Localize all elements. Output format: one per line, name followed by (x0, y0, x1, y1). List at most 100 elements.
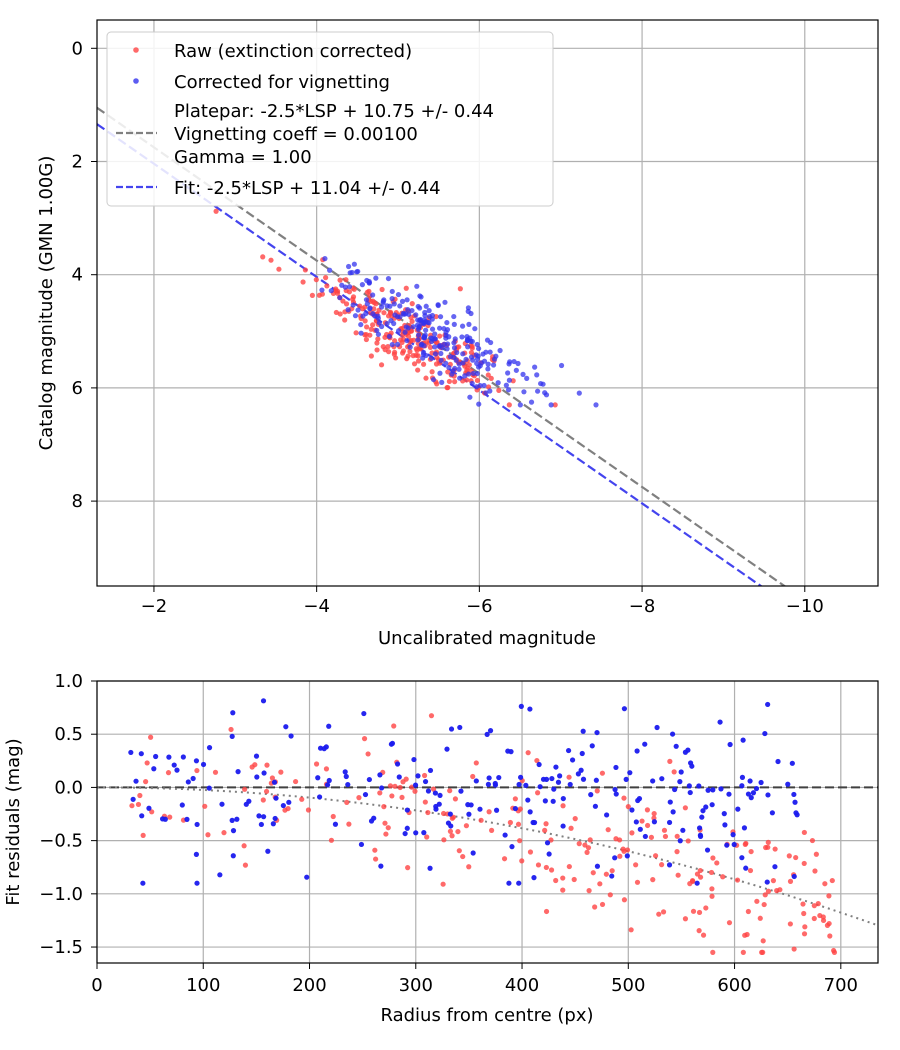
residual-corrected-point (765, 792, 771, 798)
residual-corrected-point (594, 729, 600, 736)
residual-corrected-point (379, 785, 385, 791)
residual-raw-point (512, 796, 518, 802)
residual-corrected-point (536, 761, 542, 768)
legend-corrected-label: Corrected for vignetting (174, 72, 390, 93)
raw-point (343, 277, 349, 283)
legend-platepar-line-3: Gamma = 1.00 (174, 147, 312, 168)
residual-corrected-point (230, 828, 237, 834)
bottom-y-tick-label: −0.5 (39, 831, 83, 852)
top-x-tick-label: −2 (141, 596, 168, 617)
residual-raw-point (815, 901, 821, 907)
residual-corrected-point (550, 798, 556, 804)
raw-point (427, 344, 434, 351)
bottom-y-tick-label: 0.5 (54, 724, 83, 745)
residual-raw-point (811, 903, 817, 909)
residual-raw-point (609, 868, 615, 874)
residual-raw-point (709, 886, 715, 892)
residual-raw-point (440, 810, 447, 817)
corrected-point (366, 280, 372, 286)
raw-point (392, 338, 398, 344)
corrected-point (373, 275, 379, 281)
residual-corrected-point (206, 745, 213, 751)
corrected-point (442, 299, 448, 305)
residual-raw-point (377, 790, 383, 796)
corrected-point (379, 304, 385, 310)
residual-raw-point (430, 786, 437, 792)
corrected-point (364, 301, 370, 307)
residual-corrected-point (730, 832, 736, 838)
corrected-point (416, 332, 422, 338)
residual-corrected-point (642, 833, 648, 840)
raw-point (342, 317, 348, 323)
residual-raw-point (603, 871, 609, 877)
corrected-point (396, 328, 402, 334)
residual-corrected-point (604, 812, 610, 818)
residual-corrected-point (493, 807, 500, 813)
residual-corrected-point (254, 774, 260, 780)
corrected-point (370, 292, 376, 298)
residual-raw-point (760, 938, 766, 944)
residual-corrected-point (270, 821, 276, 827)
corrected-point (404, 297, 410, 303)
residual-raw-point (584, 849, 590, 855)
residual-raw-point (478, 817, 484, 823)
raw-point (415, 367, 421, 373)
residual-corrected-point (389, 740, 396, 746)
residual-raw-point (674, 849, 680, 855)
corrected-point (495, 380, 501, 386)
residual-corrected-point (265, 848, 271, 854)
residual-raw-point (252, 762, 258, 768)
raw-point (370, 298, 376, 304)
residual-corrected-point (345, 781, 351, 788)
residual-raw-point (765, 839, 771, 845)
residual-raw-point (714, 860, 720, 866)
residual-raw-point (801, 931, 808, 937)
residual-raw-point (202, 803, 208, 809)
corrected-point (532, 364, 538, 370)
raw-point (415, 358, 422, 364)
residual-corrected-point (217, 872, 223, 878)
corrected-point (346, 284, 353, 290)
residual-raw-point (344, 799, 350, 806)
residual-raw-point (594, 788, 600, 794)
bottom-y-tick-label: −1.0 (39, 884, 83, 905)
residual-raw-point (135, 801, 142, 808)
residual-corrected-point (512, 805, 519, 812)
residual-corrected-point (139, 813, 145, 819)
raw-point (445, 369, 451, 375)
residual-raw-point (597, 881, 603, 887)
residual-raw-point (787, 878, 794, 884)
corrected-point (438, 350, 444, 357)
residual-raw-point (212, 769, 219, 775)
residual-raw-point (403, 776, 409, 782)
corrected-point (345, 307, 351, 313)
raw-point (364, 324, 370, 330)
corrected-point (474, 356, 481, 362)
corrected-point (432, 336, 438, 342)
residual-raw-point (697, 867, 703, 874)
residual-corrected-point (747, 778, 753, 784)
residual-corrected-point (206, 785, 212, 791)
legend-raw-marker (133, 47, 139, 53)
residual-corrected-point (396, 774, 402, 780)
residual-corrected-point (422, 778, 429, 785)
residual-corrected-point (739, 774, 746, 780)
residual-raw-point (241, 843, 247, 849)
bottom-x-tick-label: 200 (292, 975, 326, 996)
residual-raw-point (740, 949, 746, 955)
residual-corrected-point (427, 865, 433, 871)
raw-point (362, 318, 368, 324)
residual-corrected-point (710, 787, 716, 793)
residual-corrected-point (700, 808, 706, 814)
residual-corrected-point (447, 811, 453, 817)
residual-corrected-point (672, 786, 678, 793)
residual-corrected-point (621, 706, 628, 712)
residual-corrected-point (753, 785, 760, 792)
corrected-point (429, 326, 436, 332)
residual-corrected-point (791, 873, 797, 880)
residual-corrected-point (506, 880, 512, 886)
corrected-point (358, 321, 364, 328)
residual-raw-point (330, 813, 336, 820)
residual-corrected-point (458, 788, 464, 794)
residual-corrected-point (486, 775, 492, 781)
